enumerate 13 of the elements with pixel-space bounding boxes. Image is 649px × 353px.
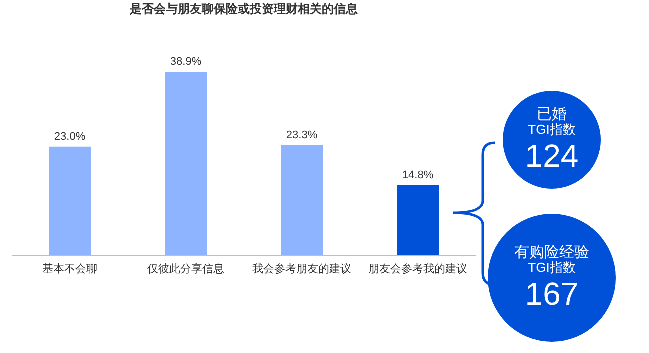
x-tick-label: 朋友会参考我的建议 [368, 262, 468, 276]
x-tick-label: 基本不会聊 [42, 262, 98, 276]
x-tick-label: 仅彼此分享信息 [148, 262, 224, 276]
chart-title: 是否会与朋友聊保险或投资理财相关的信息 [129, 2, 359, 16]
bar [397, 185, 439, 255]
data-label: 23.0% [54, 130, 86, 143]
x-tick-label: 我会参考朋友的建议 [252, 262, 352, 276]
bar [165, 72, 207, 255]
bar [281, 145, 323, 255]
data-label: 38.9% [170, 56, 202, 68]
data-label: 23.3% [286, 129, 318, 142]
data-label: 14.8% [402, 169, 434, 182]
bar [49, 146, 91, 255]
